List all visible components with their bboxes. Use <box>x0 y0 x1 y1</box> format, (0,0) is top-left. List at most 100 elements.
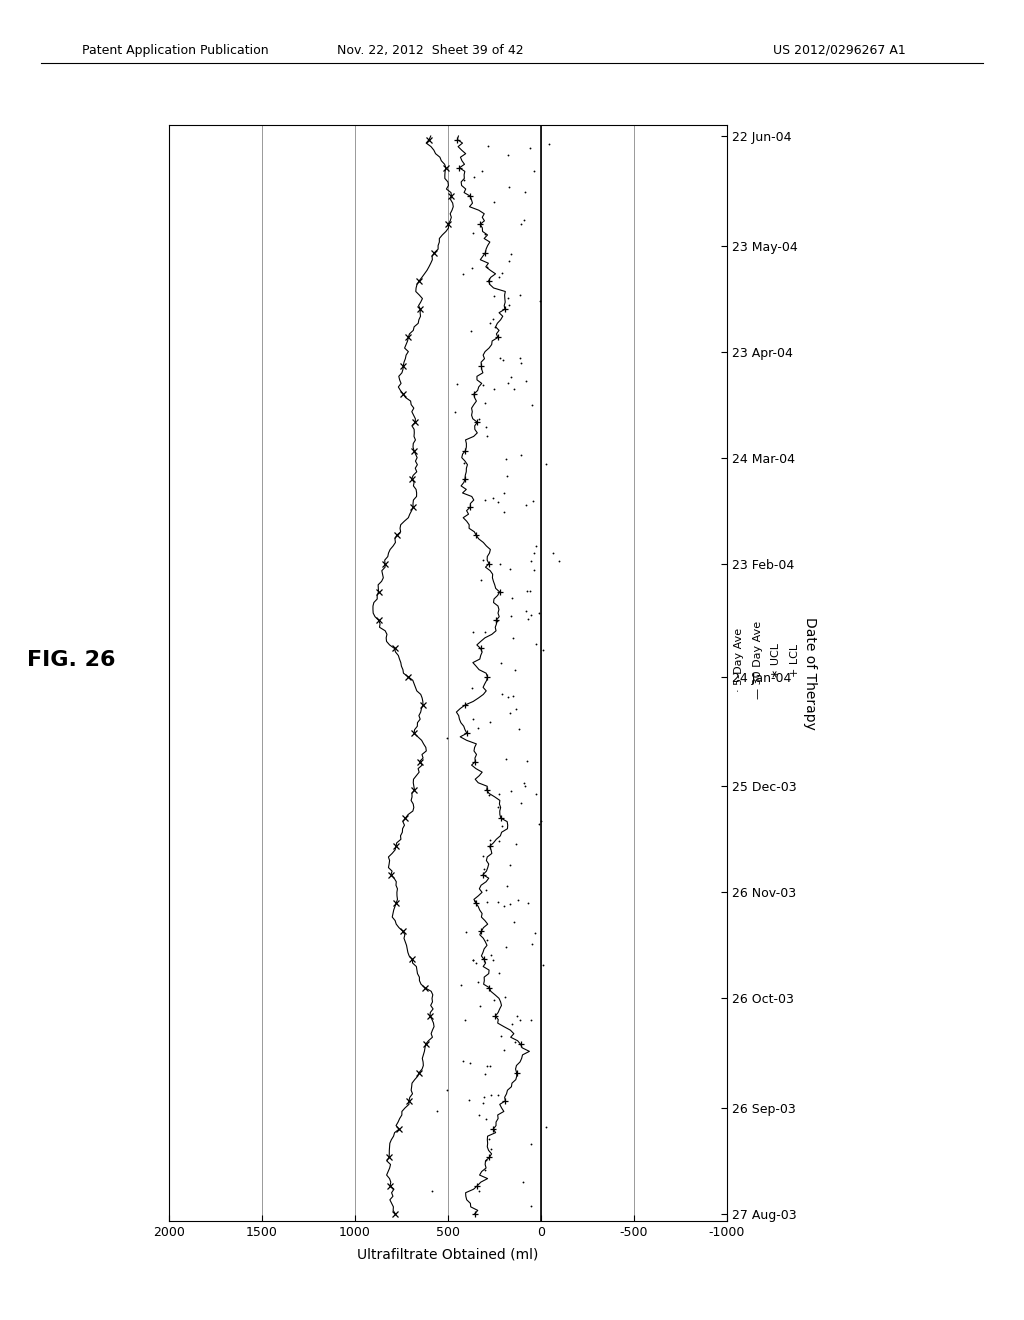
Point <box>524 395 541 416</box>
Point <box>456 453 472 474</box>
Point <box>478 929 495 950</box>
Text: · 5-Day Ave: · 5-Day Ave <box>734 628 744 692</box>
Point <box>510 719 526 741</box>
Text: Nov. 22, 2012  Sheet 39 of 42: Nov. 22, 2012 Sheet 39 of 42 <box>337 44 523 57</box>
Point <box>446 401 463 422</box>
Point <box>521 137 538 158</box>
Point <box>494 816 510 837</box>
Point <box>481 1129 498 1150</box>
Point <box>464 257 480 279</box>
Point <box>494 263 510 284</box>
Point <box>486 990 503 1011</box>
Point <box>455 1051 471 1072</box>
Point <box>527 535 544 556</box>
Point <box>470 972 486 993</box>
Point <box>479 256 496 277</box>
Point <box>465 709 481 730</box>
Point <box>482 1084 499 1105</box>
Point <box>473 569 489 590</box>
Point <box>438 1080 455 1101</box>
Point <box>465 949 481 970</box>
Point <box>501 176 517 197</box>
Point <box>535 954 551 975</box>
Point <box>530 813 547 834</box>
Point <box>512 352 528 374</box>
Point <box>499 875 515 896</box>
Text: FIG. 26: FIG. 26 <box>28 649 116 671</box>
Point <box>499 936 515 957</box>
Point <box>485 379 502 400</box>
Point <box>531 290 548 312</box>
Point <box>502 894 518 915</box>
Point <box>508 834 524 855</box>
Point <box>505 685 521 706</box>
Point <box>525 160 542 181</box>
Point <box>490 267 507 288</box>
Point <box>489 891 506 912</box>
Point <box>502 558 518 579</box>
Point <box>481 829 498 850</box>
Point <box>500 286 516 308</box>
Point <box>449 374 465 395</box>
Point <box>532 810 549 832</box>
Point <box>512 445 528 466</box>
Text: — 30 Day Ave: — 30 Day Ave <box>753 620 763 700</box>
Point <box>478 892 495 913</box>
Point <box>484 308 501 329</box>
Point <box>483 1138 500 1159</box>
Point <box>490 783 507 804</box>
Point <box>486 285 503 306</box>
Point <box>518 371 535 392</box>
Point <box>505 627 521 648</box>
Point <box>490 1084 507 1105</box>
Point <box>538 1115 554 1137</box>
Point <box>513 792 529 813</box>
Point <box>478 1055 495 1076</box>
Point <box>458 921 474 942</box>
Point <box>503 781 519 803</box>
Point <box>493 652 509 673</box>
Point <box>513 214 529 235</box>
Point <box>541 133 557 154</box>
Point <box>510 890 526 911</box>
Text: Patent Application Publication: Patent Application Publication <box>82 44 268 57</box>
Point <box>499 447 515 469</box>
Point <box>482 312 499 333</box>
Point <box>497 986 513 1007</box>
Point <box>506 379 522 400</box>
Text: + LCL: + LCL <box>790 643 800 677</box>
Point <box>535 639 551 660</box>
Point <box>523 1010 540 1031</box>
Point <box>492 830 508 851</box>
Point <box>483 944 500 965</box>
Point <box>519 579 536 601</box>
Point <box>504 1014 520 1035</box>
Point <box>466 166 482 187</box>
Point <box>453 974 469 995</box>
Point <box>494 684 510 705</box>
Point <box>503 606 519 627</box>
Text: US 2012/0296267 A1: US 2012/0296267 A1 <box>773 44 906 57</box>
Point <box>527 784 544 805</box>
Point <box>424 1180 440 1201</box>
Point <box>471 1104 487 1125</box>
Point <box>508 1005 524 1026</box>
Point <box>478 1109 495 1130</box>
Point <box>492 962 508 983</box>
Point <box>475 1092 492 1113</box>
Point <box>465 950 481 972</box>
X-axis label: Ultrafiltrate Obtained (ml): Ultrafiltrate Obtained (ml) <box>357 1247 539 1261</box>
Point <box>478 879 495 900</box>
Point <box>501 294 517 315</box>
Point <box>518 495 535 516</box>
Point <box>470 718 486 739</box>
Point <box>489 796 506 817</box>
Point <box>520 892 537 913</box>
Point <box>477 417 494 438</box>
Point <box>517 775 534 796</box>
Point <box>524 491 541 512</box>
Point <box>467 891 483 912</box>
Point <box>512 347 528 368</box>
Point <box>515 772 531 793</box>
Point <box>501 251 517 272</box>
